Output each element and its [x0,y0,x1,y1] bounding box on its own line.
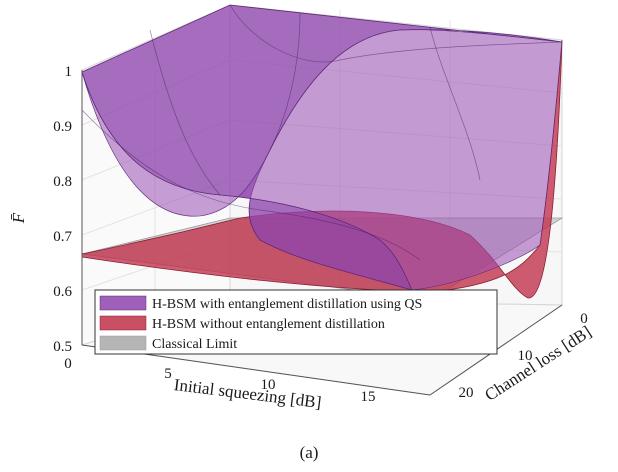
legend-swatch-classical-limit [99,335,147,351]
legend-box [94,289,498,355]
x-tick-label: 5 [164,366,172,382]
y-tick-label: 10 [518,348,533,364]
surface-mesh [81,4,563,261]
x-tick-label: 15 [361,389,376,405]
legend-entry: H-BSM with entanglement distillation usi… [152,297,422,312]
figure-caption: (a) [300,443,319,462]
z-tick-label: 0.8 [53,174,72,190]
x-tick-label: 10 [261,377,276,393]
z-axis-label: F̄ [9,212,28,224]
legend-entry: Classical Limit [152,337,237,352]
y-axis-ticks: 0 10 20 [459,311,588,401]
legend-swatch-h-bsm-without-distillation [99,315,147,331]
z-tick-label: 0.7 [53,229,72,245]
z-tick-label: 0.9 [53,119,72,135]
z-tick-label: 0.6 [53,284,72,300]
z-tick-label: 0.5 [53,339,72,355]
z-axis-ticks: 0.5 0.6 0.7 0.8 0.9 1 [53,64,72,355]
legend: H-BSM with entanglement distillation usi… [94,289,498,355]
y-tick-label: 20 [459,385,474,401]
y-tick-label: 0 [580,311,588,327]
x-axis-label: Initial squeezing [dB] [173,375,322,412]
legend-swatch-h-bsm-with-distillation [99,295,147,311]
z-tick-label: 1 [65,64,73,80]
legend-entry: H-BSM without entanglement distillation [152,317,385,332]
x-axis-ticks: 0 5 10 15 [64,356,375,405]
x-tick-label: 0 [64,356,72,372]
h-bsm-with-distillation-surface-front [81,29,563,291]
